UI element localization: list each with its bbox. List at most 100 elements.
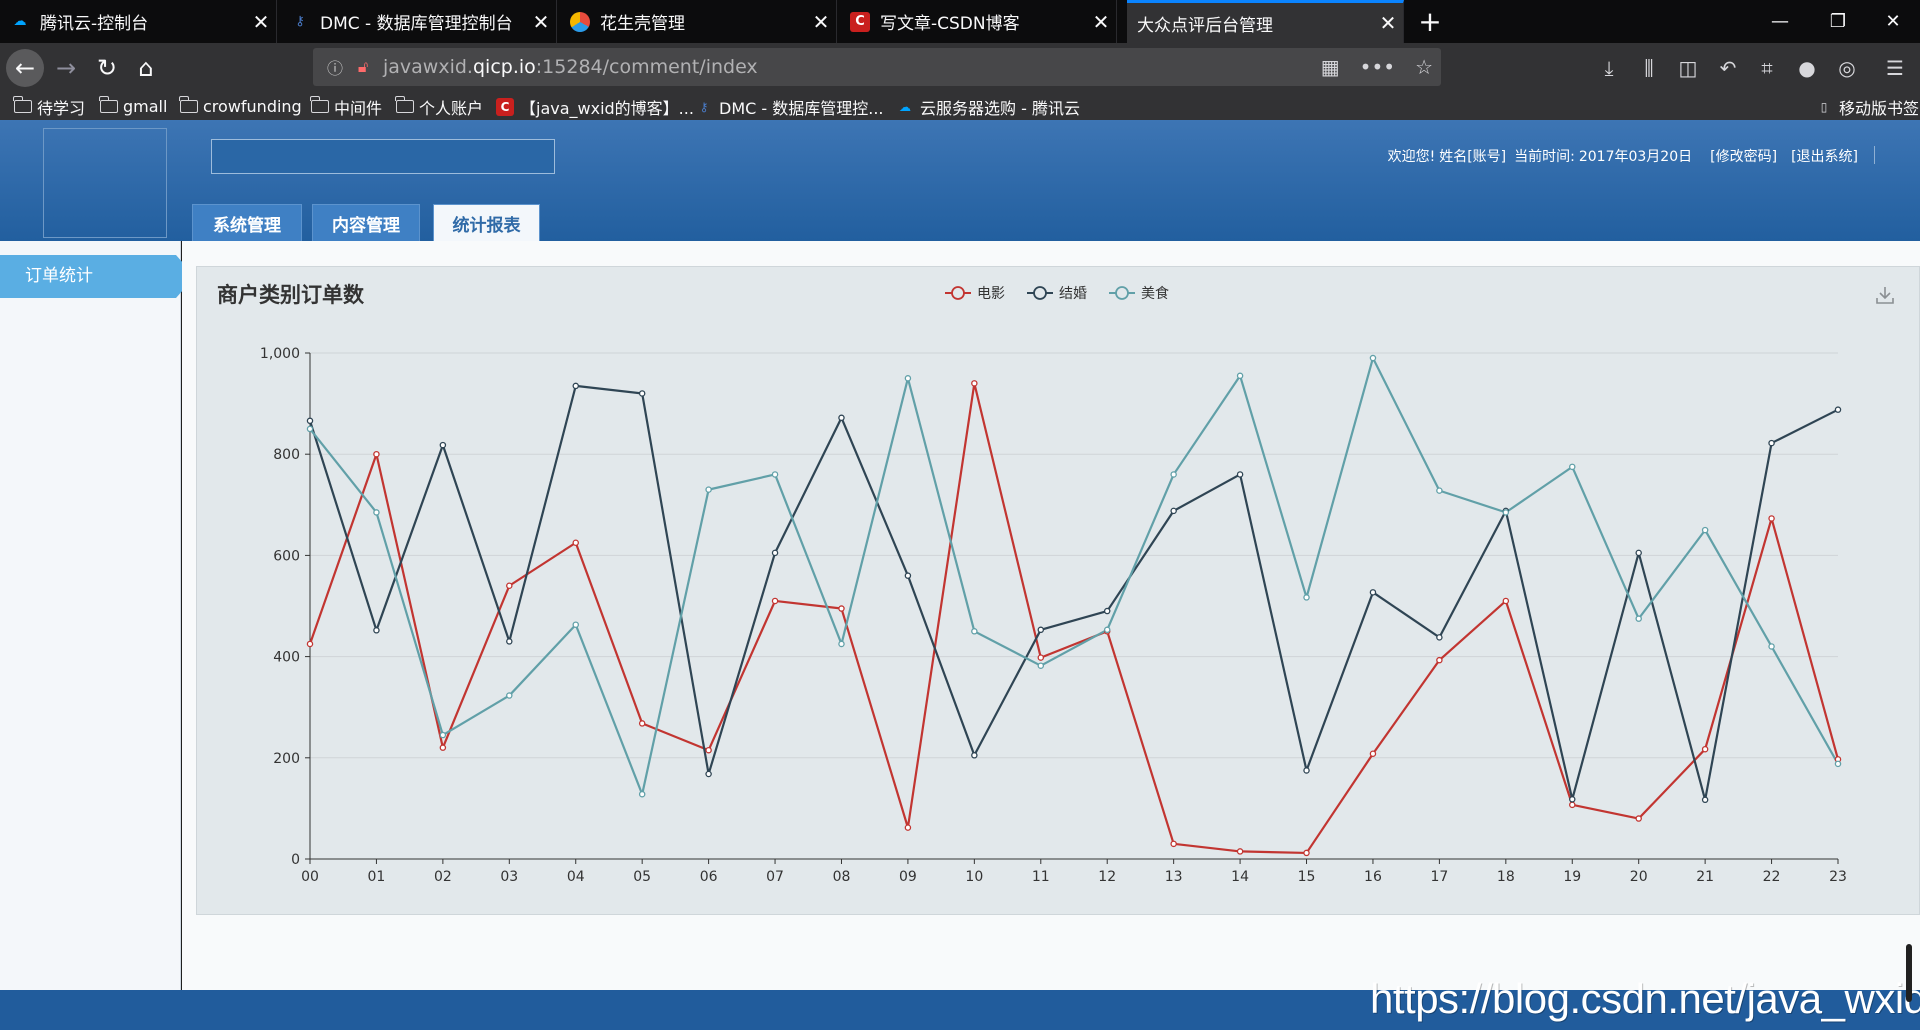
tab-system[interactable]: 系统管理 xyxy=(192,204,302,241)
download-image-icon[interactable] xyxy=(1875,285,1895,305)
data-point xyxy=(572,382,579,390)
sidebar-item-background xyxy=(0,255,195,298)
mask-icon[interactable]: ◎ xyxy=(1838,56,1856,80)
crop-icon[interactable]: ⌗ xyxy=(1761,56,1773,80)
qr-code-icon[interactable]: ▦ xyxy=(1320,55,1340,79)
tab-statistics[interactable]: 统计报表 xyxy=(433,204,540,241)
url-bar[interactable]: ⓘ 🔓︎ javawxid.qicp.io:15284/comment/inde… xyxy=(313,48,1441,86)
close-tab-icon[interactable]: ✕ xyxy=(1379,11,1397,35)
y-tick-label: 400 xyxy=(273,650,300,666)
restore-icon[interactable]: ❐ xyxy=(1829,11,1847,32)
mobile-bookmarks[interactable]: ▯ 移动版书签 xyxy=(1815,93,1919,120)
sidebar-icon[interactable]: ◫ xyxy=(1678,56,1698,80)
chart-title: 商户类别订单数 xyxy=(217,283,364,307)
close-window-icon[interactable]: ✕ xyxy=(1885,11,1901,32)
data-point xyxy=(971,752,978,759)
data-point xyxy=(1369,589,1377,596)
tab-content[interactable]: 内容管理 xyxy=(312,204,420,241)
home-button[interactable]: ⌂ xyxy=(138,54,154,82)
x-tick-label: 06 xyxy=(700,869,718,885)
browser-tab[interactable]: 花生壳管理 ✕ xyxy=(560,0,837,43)
new-tab-button[interactable]: + xyxy=(1418,5,1442,38)
sidebar-item-order-stats[interactable]: 订单统计 xyxy=(0,255,195,298)
browser-tab[interactable]: C 写文章-CSDN博客 ✕ xyxy=(840,0,1117,43)
undo-icon[interactable]: ↶ xyxy=(1719,56,1737,80)
tab-title: 花生壳管理 xyxy=(600,14,685,34)
back-button[interactable]: ← xyxy=(6,49,44,87)
chat-icon[interactable]: ● xyxy=(1798,56,1816,80)
close-tab-icon[interactable]: ✕ xyxy=(812,9,830,34)
data-point xyxy=(638,790,646,798)
chart-legend: 电影 结婚 美食 xyxy=(945,285,1169,302)
data-point xyxy=(1436,656,1443,664)
data-point xyxy=(1037,662,1045,669)
data-point xyxy=(506,692,513,699)
close-tab-icon[interactable]: ✕ xyxy=(532,9,550,34)
bookmark-label: 个人账户 xyxy=(419,98,484,118)
cloud-icon: ☁ xyxy=(13,14,27,29)
x-tick-label: 15 xyxy=(1298,869,1316,885)
data-point xyxy=(838,640,845,648)
page-actions-icon[interactable]: ••• xyxy=(1359,55,1396,79)
scrollbar-thumb[interactable] xyxy=(1906,944,1912,1002)
data-point xyxy=(1369,354,1377,362)
reload-button[interactable]: ↻ xyxy=(96,54,118,82)
minimize-icon[interactable]: — xyxy=(1771,11,1789,32)
bookmark-folder[interactable]: gmall xyxy=(99,93,167,120)
change-password-link[interactable]: [修改密码] xyxy=(1710,149,1778,165)
data-point xyxy=(306,640,314,648)
data-point xyxy=(1834,406,1842,413)
x-tick-label: 05 xyxy=(633,869,651,885)
folder-icon xyxy=(13,96,32,113)
url-text[interactable]: javawxid.qicp.io:15284/comment/index xyxy=(383,56,758,78)
menu-icon[interactable]: ☰ xyxy=(1886,56,1904,80)
search-input[interactable] xyxy=(211,139,555,174)
bookmarks-bar: 待学习 gmall crowfunding 中间件 个人账户 C 【java_wx… xyxy=(0,93,1920,120)
download-icon[interactable]: ⤓ xyxy=(1604,56,1614,80)
chart-series xyxy=(306,354,1842,857)
bookmark-folder[interactable]: 中间件 xyxy=(310,93,382,120)
browser-tab[interactable]: ☁ 腾讯云-控制台 ✕ xyxy=(0,0,277,43)
tab-title: DMC - 数据库管理控制台 xyxy=(320,14,513,34)
x-tick-label: 17 xyxy=(1430,869,1448,885)
folder-icon xyxy=(395,96,414,113)
bookmark-link[interactable]: C 【java_wxid的博客】... xyxy=(496,93,694,120)
bookmark-folder[interactable]: 待学习 xyxy=(13,93,85,120)
data-point xyxy=(1170,471,1177,478)
x-tick-label: 23 xyxy=(1829,869,1847,885)
x-tick-label: 11 xyxy=(1032,869,1050,885)
bookmark-star-icon[interactable]: ☆ xyxy=(1415,55,1433,79)
data-point xyxy=(1701,745,1709,753)
close-tab-icon[interactable]: ✕ xyxy=(1092,9,1110,34)
browser-tab[interactable]: ⚷ DMC - 数据库管理控制台 ✕ xyxy=(280,0,557,43)
data-point xyxy=(1303,767,1310,774)
info-icon[interactable]: ⓘ xyxy=(326,59,343,78)
forward-button[interactable]: → xyxy=(55,54,77,82)
bookmark-link[interactable]: ⚷ DMC - 数据库管理控... xyxy=(695,93,884,120)
chart-axes: 0 200 400 600 800 1,000 00 01 02 03 04 05 06 07 08 09 10… xyxy=(260,346,1847,885)
data-point xyxy=(1037,626,1045,634)
x-tick-label: 21 xyxy=(1696,869,1714,885)
insecure-lock-icon[interactable]: 🔓︎ xyxy=(357,57,369,76)
bookmark-folder[interactable]: crowfunding xyxy=(179,93,302,120)
data-point xyxy=(373,627,380,634)
bookmark-folder[interactable]: 个人账户 xyxy=(395,93,484,120)
folder-icon xyxy=(179,96,198,113)
data-point xyxy=(1834,760,1842,768)
x-tick-label: 08 xyxy=(833,869,851,885)
browser-tab-active[interactable]: 大众点评后台管理 ✕ xyxy=(1127,0,1404,43)
y-tick-label: 800 xyxy=(273,447,300,463)
logout-link[interactable]: [退出系统] xyxy=(1791,149,1858,165)
close-tab-icon[interactable]: ✕ xyxy=(252,9,270,34)
data-point xyxy=(1170,840,1177,848)
x-tick-label: 00 xyxy=(301,869,319,885)
library-icon[interactable]: ⫼ xyxy=(1644,56,1654,80)
key-icon: ⚷ xyxy=(699,99,709,114)
welcome-text: 欢迎您! xyxy=(1387,149,1436,165)
data-point xyxy=(439,731,447,739)
bookmark-link[interactable]: ☁ 云服务器选购 - 腾讯云 xyxy=(896,93,1080,120)
data-point xyxy=(971,380,978,387)
x-tick-label: 01 xyxy=(368,869,386,885)
x-tick-label: 16 xyxy=(1364,869,1382,885)
data-point xyxy=(771,597,779,605)
